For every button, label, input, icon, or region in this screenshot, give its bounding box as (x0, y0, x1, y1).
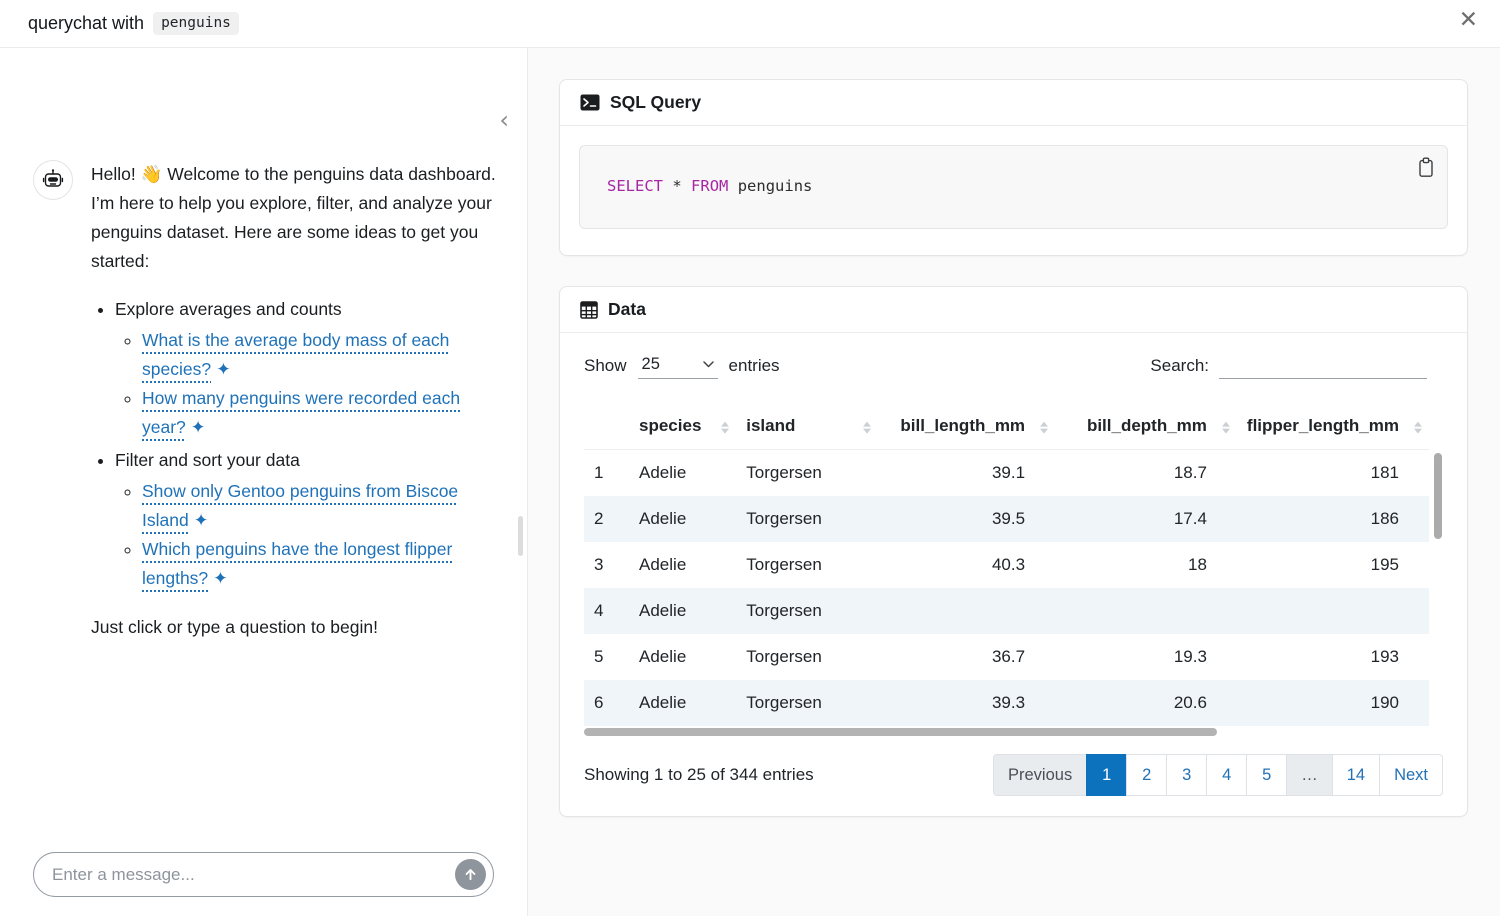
sparkle-icon: ✦ (193, 510, 209, 530)
data-card: Data Show 25 entries (559, 286, 1468, 817)
pagination-page-1[interactable]: 1 (1086, 754, 1128, 796)
entries-label: entries (728, 356, 780, 375)
copy-to-clipboard-icon[interactable] (1416, 155, 1436, 183)
assistant-message: Hello! 👋 Welcome to the penguins data da… (33, 160, 501, 642)
table-viewport: species island bill_length_mm bill_depth… (584, 407, 1443, 737)
sparkle-icon: ✦ (190, 417, 206, 437)
table-row: 1 Adelie Torgersen 39.1 18.7 181 (594, 463, 1399, 482)
chat-scrollbar[interactable] (518, 516, 523, 556)
column-header-bill-depth[interactable]: bill_depth_mm (1055, 407, 1237, 450)
column-header-flipper-length[interactable]: flipper_length_mm (1236, 407, 1429, 450)
suggestion-list: Explore averages and counts What is the … (91, 295, 501, 593)
send-message-button[interactable] (455, 859, 486, 890)
pagination-ellipsis: … (1286, 754, 1333, 796)
terminal-icon (580, 94, 600, 111)
close-icon[interactable]: ✕ (1458, 6, 1478, 32)
chevron-down-icon (702, 361, 714, 368)
robot-avatar-icon (33, 160, 73, 200)
data-table: species island bill_length_mm bill_depth… (584, 407, 1429, 737)
vertical-scrollbar[interactable] (1434, 453, 1442, 539)
suggestion-group: Explore averages and counts What is the … (115, 295, 501, 442)
show-label: Show (584, 356, 627, 375)
list-item: What is the average body mass of each sp… (142, 326, 501, 384)
sort-icon (1221, 421, 1230, 434)
sql-card-header: SQL Query (560, 80, 1467, 126)
sql-card-title: SQL Query (610, 92, 702, 112)
suggestion-link[interactable]: How many penguins were recorded each yea… (142, 388, 461, 437)
pagination-previous-button[interactable]: Previous (993, 754, 1088, 796)
sql-card-body: SELECT * FROM penguins (560, 126, 1467, 255)
page-length-control: Show 25 entries (584, 353, 780, 379)
table-controls: Show 25 entries Search: (584, 353, 1443, 379)
column-header-species[interactable]: species (629, 407, 737, 450)
table-header-row: species island bill_length_mm bill_depth… (584, 407, 1429, 450)
table-footer: Showing 1 to 25 of 344 entries Previous … (584, 754, 1443, 796)
app-title: querychat with (28, 13, 145, 33)
dataset-chip: penguins (153, 12, 239, 35)
row-number-header (584, 407, 630, 450)
suggestion-group-label: Explore averages and counts (115, 299, 342, 319)
assistant-message-body: Hello! 👋 Welcome to the penguins data da… (91, 160, 501, 642)
pagination-page-4[interactable]: 4 (1206, 754, 1248, 796)
suggestion-group: Filter and sort your data Show only Gent… (115, 446, 501, 593)
search-label: Search: (1150, 356, 1209, 375)
suggestion-group-label: Filter and sort your data (115, 450, 300, 470)
sparkle-icon: ✦ (216, 359, 231, 379)
sql-code-block: SELECT * FROM penguins (579, 145, 1448, 229)
arrow-up-icon (465, 869, 476, 881)
sort-icon (1414, 421, 1422, 434)
sort-icon (862, 421, 871, 434)
chat-sidebar: ‹ Hello! 👋 Welcome to the penguins data … (0, 48, 528, 916)
sparkle-icon: ✦ (213, 568, 228, 588)
data-card-body: Show 25 entries Search: (560, 333, 1467, 816)
table-row: 4 Adelie Torgersen (584, 588, 1429, 634)
chat-input-container (33, 852, 494, 897)
suggestion-link[interactable]: What is the average body mass of each sp… (142, 330, 450, 379)
table-icon (580, 300, 598, 319)
sql-keyword: FROM (691, 177, 729, 195)
table-search-input[interactable] (1219, 353, 1427, 379)
table-row: 2 Adelie Torgersen 39.5 17.4 186 (584, 496, 1429, 542)
main-layout: ‹ Hello! 👋 Welcome to the penguins data … (0, 48, 1500, 916)
sql-keyword: SELECT (607, 177, 663, 195)
column-header-bill-length[interactable]: bill_length_mm (877, 407, 1056, 450)
list-item: Show only Gentoo penguins from Biscoe Is… (142, 477, 501, 535)
sql-table-name: penguins (737, 177, 813, 195)
list-item: Which penguins have the longest flipper … (142, 535, 501, 593)
chat-message-input[interactable] (52, 864, 455, 885)
pagination-page-14[interactable]: 14 (1331, 754, 1381, 796)
list-item: How many penguins were recorded each yea… (142, 384, 501, 442)
window-titlebar: querychat with penguins ✕ (0, 0, 1500, 48)
column-header-island[interactable]: island (736, 407, 878, 450)
content-pane: SQL Query SELECT * FROM penguins (528, 48, 1500, 916)
collapse-sidebar-icon[interactable]: ‹ (499, 106, 509, 134)
pagination-page-5[interactable]: 5 (1246, 754, 1288, 796)
sort-icon (1040, 421, 1049, 434)
outro-text: Just click or type a question to begin! (91, 617, 378, 637)
pagination: Previous 1 2 3 4 5 … 14 Next (993, 754, 1443, 796)
table-row: 6 Adelie Torgersen 39.3 20.6 190 (584, 680, 1429, 726)
sql-star: * (672, 177, 682, 195)
suggestion-link[interactable]: Show only Gentoo penguins from Biscoe Is… (142, 481, 459, 530)
table-search-control: Search: (1150, 353, 1427, 379)
pagination-next-button[interactable]: Next (1379, 754, 1443, 796)
table-row: 3 Adelie Torgersen 40.3 18 195 (594, 555, 1399, 574)
table-row: 5 Adelie Torgersen 36.7 19.3 193 (594, 647, 1399, 666)
suggestion-link[interactable]: Which penguins have the longest flipper … (142, 539, 453, 588)
data-card-header: Data (560, 287, 1467, 333)
horizontal-scrollbar[interactable] (584, 728, 1217, 736)
greeting-text: Hello! 👋 Welcome to the penguins data da… (91, 164, 496, 271)
sql-query-card: SQL Query SELECT * FROM penguins (559, 79, 1468, 256)
page-length-select[interactable]: 25 (637, 353, 718, 379)
pagination-page-2[interactable]: 2 (1126, 754, 1168, 796)
pagination-page-3[interactable]: 3 (1166, 754, 1208, 796)
table-info: Showing 1 to 25 of 344 entries (584, 765, 814, 784)
sort-icon (721, 421, 730, 434)
data-card-title: Data (608, 299, 646, 319)
